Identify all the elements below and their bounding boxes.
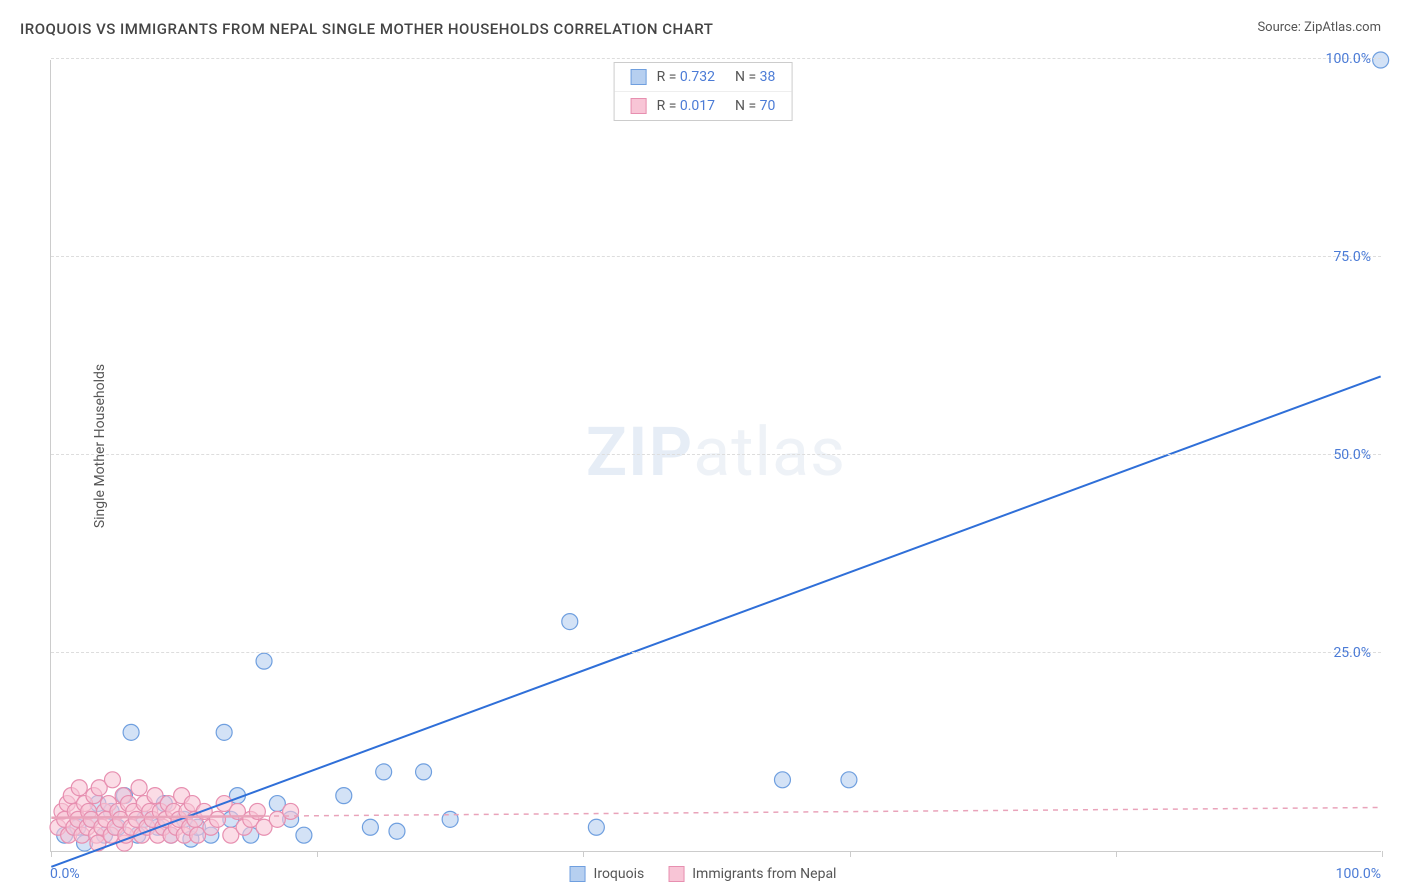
y-tick-label: 100.0%: [1326, 51, 1371, 67]
data-point: [123, 724, 139, 740]
data-point: [296, 827, 312, 843]
data-point: [442, 811, 458, 827]
legend-swatch: [631, 69, 647, 85]
correlation-legend: R = 0.732 N = 38 R = 0.017 N = 70: [614, 62, 793, 121]
gridline: [51, 454, 1381, 455]
x-axis-max-label: 100.0%: [1336, 866, 1381, 882]
trend-line: [51, 376, 1380, 866]
scatter-svg: [51, 60, 1381, 851]
legend-series-item: Iroquois: [570, 866, 645, 882]
source-label: Source:: [1257, 20, 1300, 35]
data-point: [104, 772, 120, 788]
y-tick-label: 25.0%: [1333, 645, 1371, 661]
trend-line: [264, 807, 1381, 816]
data-point: [71, 780, 87, 796]
data-point: [256, 653, 272, 669]
gridline: [51, 652, 1381, 653]
x-tick: [1116, 851, 1117, 857]
r-label: R = 0.732: [657, 69, 715, 85]
data-point: [416, 764, 432, 780]
x-tick: [51, 851, 52, 857]
x-tick: [583, 851, 584, 857]
data-point: [774, 772, 790, 788]
r-value: 0.732: [680, 69, 715, 85]
legend-swatch: [570, 866, 586, 882]
source-attribution: Source: ZipAtlas.com: [1257, 20, 1381, 35]
y-tick-label: 75.0%: [1333, 249, 1371, 265]
y-tick-label: 50.0%: [1333, 447, 1371, 463]
legend-swatch: [668, 866, 684, 882]
n-value: 38: [760, 69, 776, 85]
legend-series-item: Immigrants from Nepal: [668, 866, 836, 882]
data-point: [210, 811, 226, 827]
data-point: [1373, 52, 1389, 68]
data-point: [389, 823, 405, 839]
data-point: [562, 614, 578, 630]
n-label: N = 70: [735, 98, 775, 114]
data-point: [336, 788, 352, 804]
series-legend: Iroquois Immigrants from Nepal: [570, 866, 837, 882]
x-tick: [317, 851, 318, 857]
gridline: [51, 256, 1381, 257]
data-point: [131, 780, 147, 796]
data-point: [376, 764, 392, 780]
legend-series-label: Iroquois: [594, 866, 645, 882]
x-tick: [850, 851, 851, 857]
trend-line: [51, 816, 264, 818]
r-label: R = 0.017: [657, 98, 715, 114]
data-point: [841, 772, 857, 788]
legend-swatch: [631, 98, 647, 114]
data-point: [362, 819, 378, 835]
x-axis-min-label: 0.0%: [50, 866, 80, 882]
n-label: N = 38: [735, 69, 775, 85]
n-value: 70: [760, 98, 776, 114]
data-point: [283, 803, 299, 819]
chart-plot-area: ZIPatlas 25.0%50.0%75.0%100.0%: [50, 60, 1381, 852]
x-tick: [1382, 851, 1383, 857]
legend-stat-row: R = 0.732 N = 38: [615, 63, 792, 91]
legend-series-label: Immigrants from Nepal: [692, 866, 836, 882]
chart-title: IROQUOIS VS IMMIGRANTS FROM NEPAL SINGLE…: [20, 20, 713, 38]
r-value: 0.017: [680, 98, 715, 114]
data-point: [588, 819, 604, 835]
gridline: [51, 58, 1381, 59]
legend-stat-row: R = 0.017 N = 70: [615, 91, 792, 120]
source-link[interactable]: ZipAtlas.com: [1304, 20, 1381, 35]
data-point: [216, 724, 232, 740]
